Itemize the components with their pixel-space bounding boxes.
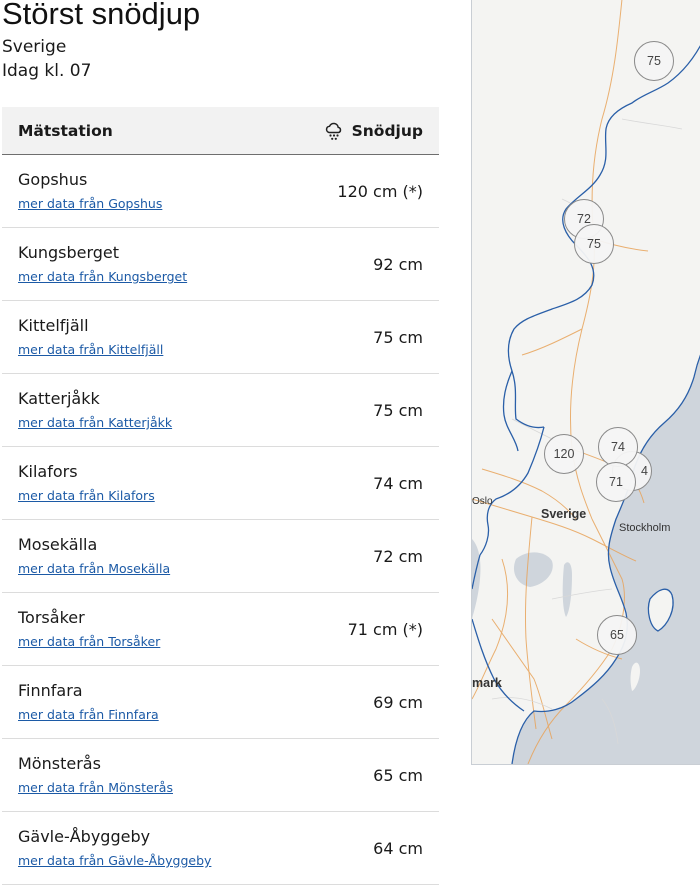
station-name: Katterjåkk (18, 389, 100, 408)
snow-depth-value: 75 cm (373, 327, 423, 347)
map-label-stockholm: Stockholm (619, 522, 671, 534)
table-header: Mätstation Snödjup (2, 107, 439, 155)
station-name: Kilafors (18, 462, 78, 481)
snow-depth-value: 92 cm (373, 254, 423, 274)
snow-depth-value: 71 cm (*) (347, 619, 423, 639)
table-row: Finnfara mer data från Finnfara 69 cm (2, 666, 439, 739)
snow-depth-value: 64 cm (373, 838, 423, 858)
map-background (472, 0, 700, 764)
station-name: Kungsberget (18, 243, 120, 262)
station-data-link[interactable]: mer data från Kittelfjäll (18, 342, 164, 357)
snow-depth-table: Mätstation Snödjup Gopshus mer data från… (2, 107, 439, 885)
map-marker[interactable]: 65 (597, 615, 637, 655)
snow-depth-value: 65 cm (373, 765, 423, 785)
table-row: Gävle-Åbyggeby mer data från Gävle-Åbygg… (2, 812, 439, 885)
map-marker[interactable]: 75 (574, 224, 614, 264)
station-name: Mönsterås (18, 754, 101, 773)
station-data-link[interactable]: mer data från Mosekälla (18, 561, 171, 576)
snow-depth-map[interactable]: 75 72 75 4 74 120 71 65 Oslo Sverige Sto… (471, 0, 700, 765)
station-name: Kittelfjäll (18, 316, 89, 335)
station-data-link[interactable]: mer data från Finnfara (18, 707, 159, 722)
time-label: Idag kl. 07 (2, 61, 92, 81)
map-marker[interactable]: 74 (598, 427, 638, 467)
map-label-country: Sverige (541, 507, 587, 521)
station-name: Gopshus (18, 170, 88, 189)
page-title: Störst snödjup (2, 0, 201, 31)
table-row: Mosekälla mer data från Mosekälla 72 cm (2, 520, 439, 593)
station-data-link[interactable]: mer data från Gävle-Åbyggeby (18, 853, 212, 868)
column-header-station[interactable]: Mätstation (18, 121, 113, 140)
snow-depth-value: 120 cm (*) (337, 181, 423, 201)
station-data-link[interactable]: mer data från Kungsberget (18, 269, 188, 284)
snow-depth-value: 75 cm (373, 400, 423, 420)
map-marker[interactable]: 71 (596, 462, 636, 502)
table-row: Gopshus mer data från Gopshus 120 cm (*) (2, 155, 439, 228)
snow-depth-value: 74 cm (373, 473, 423, 493)
station-data-link[interactable]: mer data från Torsåker (18, 634, 161, 649)
table-row: Katterjåkk mer data från Katterjåkk 75 c… (2, 374, 439, 447)
snow-cloud-icon (325, 122, 341, 140)
table-row: Kilafors mer data från Kilafors 74 cm (2, 447, 439, 520)
table-row: Kittelfjäll mer data från Kittelfjäll 75… (2, 301, 439, 374)
station-name: Gävle-Åbyggeby (18, 827, 151, 846)
column-header-snow-depth[interactable]: Snödjup (324, 121, 423, 141)
table-row: Kungsberget mer data från Kungsberget 92… (2, 228, 439, 301)
snow-depth-value: 72 cm (373, 546, 423, 566)
map-label-oslo: Oslo (472, 496, 493, 507)
map-land (472, 0, 700, 764)
column-header-snow-depth-label: Snödjup (351, 121, 423, 140)
table-row: Mönsterås mer data från Mönsterås 65 cm (2, 739, 439, 812)
map-marker[interactable]: 120 (544, 434, 584, 474)
station-name: Finnfara (18, 681, 83, 700)
station-data-link[interactable]: mer data från Katterjåkk (18, 415, 173, 430)
table-row: Torsåker mer data från Torsåker 71 cm (*… (2, 593, 439, 666)
station-data-link[interactable]: mer data från Kilafors (18, 488, 155, 503)
station-data-link[interactable]: mer data från Mönsterås (18, 780, 173, 795)
snow-depth-value: 69 cm (373, 692, 423, 712)
region-label: Sverige (2, 37, 67, 57)
station-name: Mosekälla (18, 535, 98, 554)
map-marker[interactable]: 75 (634, 41, 674, 81)
map-label-denmark: mark (472, 676, 502, 690)
station-name: Torsåker (18, 608, 85, 627)
station-data-link[interactable]: mer data från Gopshus (18, 196, 163, 211)
